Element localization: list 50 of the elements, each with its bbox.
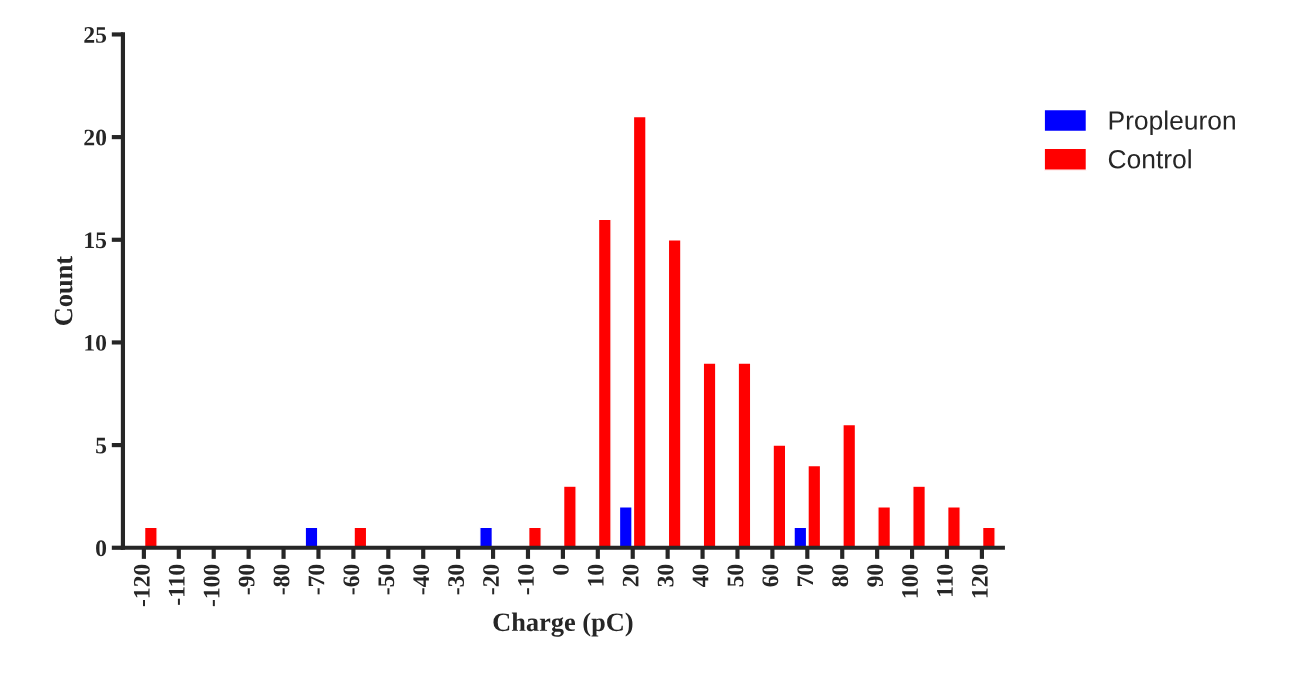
- y-tick-label: 25: [84, 27, 107, 43]
- x-tick-label: 10: [587, 564, 604, 586]
- x-tick-label: -80: [273, 564, 290, 595]
- x-tick-label: -20: [483, 564, 499, 595]
- x-tick-label: 30: [657, 564, 674, 587]
- bar: [667, 239, 682, 548]
- y-tick-label: 10: [85, 334, 107, 351]
- bar: [946, 505, 961, 548]
- x-tick-label: 20: [622, 564, 639, 587]
- bar: [842, 423, 857, 548]
- x-tick-label: -120: [133, 564, 150, 607]
- x-tick-label: -90: [238, 564, 255, 595]
- bar: [597, 218, 612, 548]
- x-tick-label: 0: [552, 564, 569, 575]
- bar: [912, 485, 927, 548]
- x-tick-label: 80: [832, 564, 849, 587]
- bar: [737, 362, 752, 548]
- y-axis-title: Count: [54, 256, 73, 326]
- x-tick-label: 70: [797, 564, 814, 586]
- bar: [143, 526, 158, 548]
- y-tick-label: 5: [96, 437, 107, 454]
- x-tick-label: -10: [517, 564, 534, 595]
- x-tick-label: 110: [936, 564, 953, 596]
- bar: [527, 526, 542, 548]
- bar: [981, 526, 996, 548]
- y-tick-label: 15: [85, 232, 107, 249]
- x-tick-label: -30: [448, 564, 465, 595]
- bar: [772, 444, 787, 548]
- x-tick-label: -70: [308, 564, 325, 595]
- x-tick-label: -100: [203, 564, 220, 607]
- bar: [479, 526, 494, 548]
- x-tick-label: -40: [413, 564, 430, 595]
- legend-label: Control: [1108, 149, 1191, 169]
- bar: [353, 526, 368, 548]
- x-tick-label: -110: [168, 564, 185, 605]
- y-tick-label: 0: [96, 540, 107, 557]
- legend-label: Propleuron: [1109, 110, 1235, 136]
- bar: [562, 485, 577, 548]
- x-axis-title: Charge (pC): [493, 612, 633, 637]
- x-tick-label: 100: [902, 564, 918, 598]
- x-tick-label: 40: [692, 564, 709, 588]
- x-tick-label: -60: [343, 564, 360, 595]
- x-tick-label: -50: [378, 564, 395, 595]
- x-tick-label: 60: [762, 564, 779, 587]
- x-tick-label: 90: [867, 564, 884, 587]
- x-tick-label: 120: [971, 564, 988, 598]
- y-tick-label: 20: [84, 129, 107, 146]
- x-tick-label: 50: [727, 564, 744, 587]
- bar: [702, 362, 717, 548]
- bar: [877, 505, 892, 548]
